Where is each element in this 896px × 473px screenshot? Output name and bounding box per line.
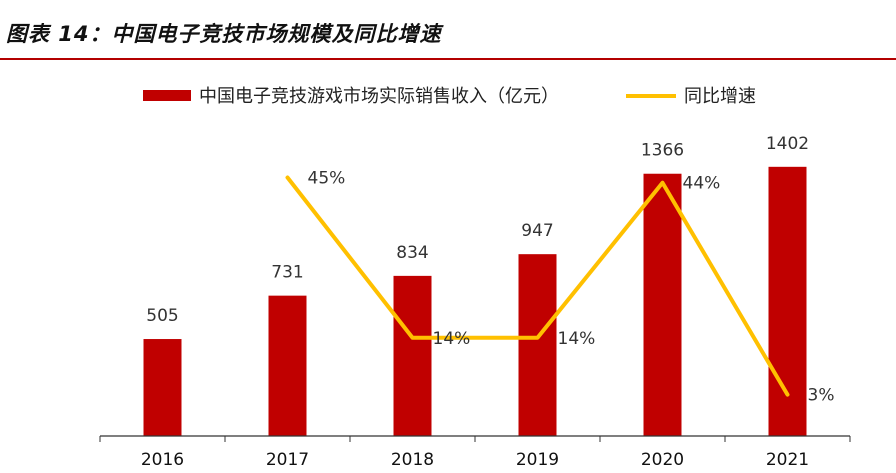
data-labels: 505 731 834 947 1366 1402 45% 14% 14% 44% 3% bbox=[146, 134, 834, 406]
legend-label-bar: 中国电子竞技游戏市场实际销售收入（亿元） bbox=[199, 86, 559, 107]
growth-label-2019: 14% bbox=[558, 329, 596, 349]
bar-value-label-2021: 1402 bbox=[766, 134, 809, 154]
bar-value-label-2016: 505 bbox=[146, 306, 178, 326]
growth-label-2020: 44% bbox=[683, 174, 721, 194]
x-tick-label-2019: 2019 bbox=[516, 450, 559, 470]
bar-2016 bbox=[143, 339, 182, 436]
bar-value-label-2018: 834 bbox=[396, 243, 428, 263]
growth-label-2018: 14% bbox=[433, 329, 471, 349]
legend-swatch-bar bbox=[143, 90, 191, 101]
bar-2020 bbox=[643, 173, 682, 436]
growth-label-2021: 3% bbox=[808, 386, 835, 406]
bar-2017 bbox=[268, 295, 307, 436]
x-tick-label-2021: 2021 bbox=[766, 450, 809, 470]
bar-2018 bbox=[393, 275, 432, 436]
legend-label-line: 同比增速 bbox=[684, 86, 756, 107]
growth-line-series bbox=[285, 175, 790, 397]
growth-line bbox=[285, 175, 790, 397]
x-axis: 2016 2017 2018 2019 2020 2021 bbox=[99, 435, 851, 470]
x-tick-label-2016: 2016 bbox=[141, 450, 184, 470]
growth-label-2017: 45% bbox=[308, 169, 346, 189]
bar-series bbox=[143, 166, 807, 437]
bar-value-label-2017: 731 bbox=[271, 263, 303, 283]
title-rule bbox=[0, 58, 896, 60]
x-tick-label-2018: 2018 bbox=[391, 450, 434, 470]
figure-title: 图表 14：中国电子竞技市场规模及同比增速 bbox=[6, 22, 442, 46]
x-tick-label-2020: 2020 bbox=[641, 450, 684, 470]
bar-2019 bbox=[518, 254, 557, 436]
legend: 中国电子竞技游戏市场实际销售收入（亿元） 同比增速 bbox=[143, 86, 756, 107]
bar-value-label-2020: 1366 bbox=[641, 141, 684, 161]
x-tick-label-2017: 2017 bbox=[266, 450, 309, 470]
bar-value-label-2019: 947 bbox=[521, 221, 553, 241]
